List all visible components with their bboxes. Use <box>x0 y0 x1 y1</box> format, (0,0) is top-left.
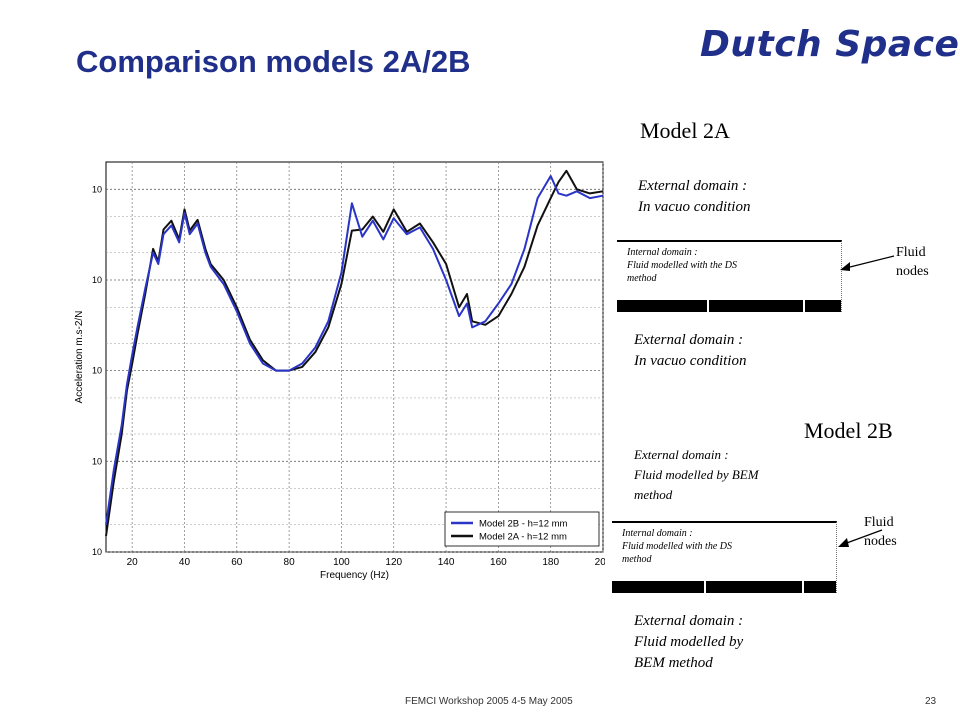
x-tick-label: 20 <box>127 557 139 568</box>
model-2a-external-bottom: External domain : In vacuo condition <box>634 330 746 372</box>
text-line: External domain : <box>634 447 729 462</box>
model-2b-fluid-nodes-label: Fluid nodes <box>864 513 897 551</box>
text-line: In vacuo condition <box>634 353 747 369</box>
legend-entry: Model 2B - h=12 mm <box>479 519 568 530</box>
x-tick-label: 140 <box>438 557 455 568</box>
fluid-nodes-bar <box>612 581 836 593</box>
text-line: method <box>627 273 657 284</box>
text-line: Fluid <box>864 515 894 530</box>
dutch-space-logo: Dutch Space <box>700 24 960 65</box>
text-line: method <box>634 487 673 502</box>
footer-text: FEMCI Workshop 2005 4-5 May 2005 <box>405 696 573 707</box>
fluid-nodes-bar <box>617 300 841 312</box>
text-line: Fluid modelled with the DS <box>622 541 732 552</box>
text-line: method <box>622 554 652 565</box>
legend-entry: Model 2A - h=12 mm <box>479 532 567 543</box>
legend-box <box>444 511 600 547</box>
text-line: nodes <box>896 264 929 279</box>
text-line: nodes <box>864 534 897 549</box>
x-tick-label: 160 <box>490 557 507 568</box>
text-line: Internal domain : <box>627 247 698 258</box>
y-tick-label: 10 <box>92 275 102 285</box>
model-2a-internal-domain-box: Internal domain : Fluid modelled with th… <box>617 240 842 312</box>
model-2b-internal-domain-box: Internal domain : Fluid modelled with th… <box>612 521 837 593</box>
model-2a-fluid-nodes-arrow <box>840 255 895 271</box>
x-tick-label: 100 <box>333 557 350 568</box>
model-2b-label: Model 2B <box>804 418 893 443</box>
internal-domain-text: Internal domain : Fluid modelled with th… <box>612 523 836 566</box>
internal-domain-text: Internal domain : Fluid modelled with th… <box>617 242 841 285</box>
plot-area <box>105 161 604 553</box>
x-tick-label: 60 <box>231 557 243 568</box>
slide-title: Comparison models 2A/2B <box>76 44 471 79</box>
text-line: External domain : <box>634 613 744 629</box>
model-2b-fluid-nodes-arrow <box>838 529 883 547</box>
model-2a-external-top: External domain : In vacuo condition <box>638 176 750 218</box>
model-2a-label: Model 2A <box>640 118 730 143</box>
x-axis-label: Frequency (Hz) <box>320 570 389 581</box>
model-2b-external-bottom: External domain : Fluid modelled by BEM … <box>634 611 743 674</box>
frequency-response-chart: 20 40 60 80 100 120 140 160 180 200 10 10 10 10 10 Freq… <box>74 161 605 581</box>
x-tick-label: 40 <box>179 557 191 568</box>
text-line: Fluid <box>896 245 926 260</box>
text-line: Internal domain : <box>622 528 693 539</box>
y-tick-label: 10 <box>92 547 102 557</box>
text-line: Fluid modelled by BEM <box>634 467 759 482</box>
y-tick-label: 10 <box>92 366 102 376</box>
y-tick-label: 10 <box>92 184 102 194</box>
page-number: 23 <box>925 696 937 707</box>
text-line: BEM method <box>634 655 713 671</box>
series-line <box>105 175 604 525</box>
x-tick-label: 120 <box>385 557 402 568</box>
y-tick-label: 10 <box>92 456 102 466</box>
text-line: Fluid modelled by <box>634 634 744 650</box>
model-2b-external-top: External domain : Fluid modelled by BEM … <box>634 445 759 505</box>
text-line: External domain : <box>638 178 748 194</box>
x-tick-label: 180 <box>542 557 559 568</box>
text-line: Fluid modelled with the DS <box>627 260 737 271</box>
text-line: External domain : <box>634 332 744 348</box>
y-axis-label: Acceleration m.s-2/N <box>74 311 85 404</box>
text-line: In vacuo condition <box>638 199 751 215</box>
x-tick-label: 200 <box>595 557 605 568</box>
x-tick-label: 80 <box>284 557 296 568</box>
model-2a-fluid-nodes-label: Fluid nodes <box>896 243 929 281</box>
